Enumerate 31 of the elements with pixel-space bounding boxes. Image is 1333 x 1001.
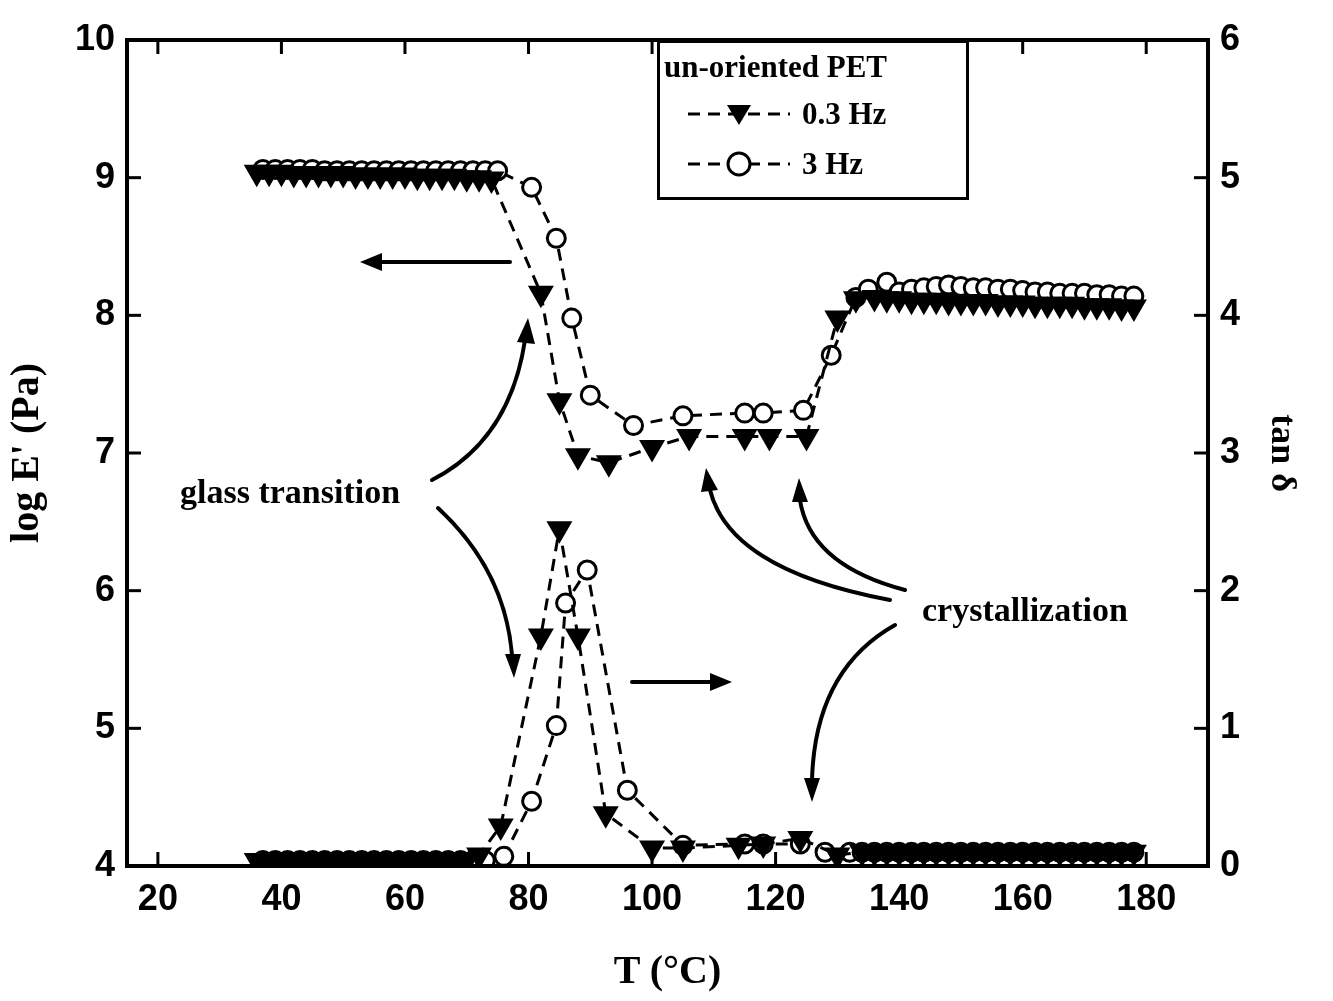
- y2-tick-label: 5: [1220, 154, 1241, 196]
- x-tick-label: 40: [261, 876, 302, 918]
- x-tick-label: 60: [384, 876, 425, 918]
- y-tick-label: 10: [74, 16, 115, 58]
- x-tick-label: 180: [1116, 876, 1177, 918]
- x-tick-label: 100: [622, 876, 683, 918]
- y2-tick-label: 3: [1220, 429, 1241, 471]
- annotation: crystallization: [922, 590, 1128, 630]
- y-axis-title: log E' (Pa): [2, 363, 48, 543]
- y2-tick-label: 2: [1220, 567, 1241, 609]
- y-tick-label: 9: [94, 154, 115, 196]
- y-tick-label: 5: [94, 705, 115, 747]
- y-tick-label: 8: [94, 292, 115, 334]
- y2-tick-label: 6: [1220, 16, 1241, 58]
- x-tick-label: 80: [508, 876, 549, 918]
- annotation: glass transition: [180, 472, 401, 512]
- x-tick-label: 140: [869, 876, 930, 918]
- legend-label: 3 Hz: [802, 146, 864, 182]
- y2-tick-label: 4: [1220, 292, 1241, 334]
- y2-tick-label: 0: [1220, 842, 1241, 884]
- x-tick-label: 160: [992, 876, 1053, 918]
- legend-title: un-oriented PET: [664, 49, 889, 85]
- x-axis-title: T (°C): [613, 947, 722, 993]
- y-tick-label: 4: [94, 842, 115, 884]
- y-tick-label: 7: [94, 429, 115, 471]
- x-tick-label: 120: [745, 876, 806, 918]
- legend-label: 0.3 Hz: [802, 96, 887, 132]
- y2-tick-label: 1: [1220, 705, 1241, 747]
- x-tick-label: 20: [137, 876, 178, 918]
- y2-axis-title: tan δ: [1264, 414, 1305, 492]
- y-tick-label: 6: [94, 567, 115, 609]
